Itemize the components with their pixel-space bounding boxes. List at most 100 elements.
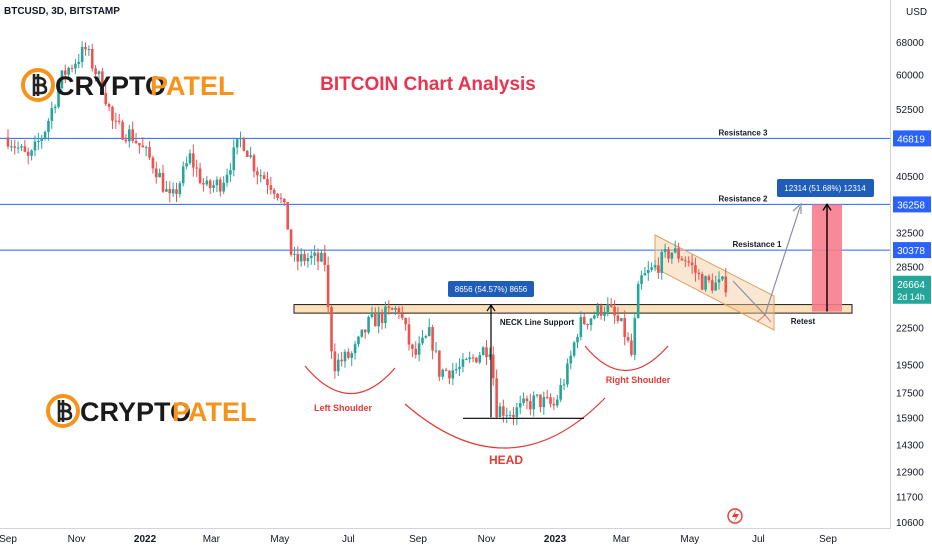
candle-body <box>579 317 583 337</box>
candle <box>222 176 225 195</box>
candle <box>53 104 57 114</box>
candle-body <box>549 397 552 404</box>
candle-body <box>427 327 431 337</box>
candle-body <box>434 350 438 352</box>
candle-body <box>626 337 630 341</box>
candle-body <box>707 276 711 281</box>
candle <box>40 134 43 149</box>
candle-body <box>286 202 289 230</box>
candle <box>505 407 509 424</box>
level-label: Resistance 2 <box>719 194 768 203</box>
measure-neck-label: 8656 (54.57%) 8656 <box>455 285 528 294</box>
candle <box>684 256 687 267</box>
candle-body <box>532 395 535 410</box>
candle-body <box>299 253 303 262</box>
neckline-label: NECK Line Support <box>500 318 575 327</box>
candle <box>13 139 17 155</box>
candle-body <box>138 142 141 146</box>
candle-body <box>161 172 165 192</box>
candle-body <box>53 106 57 109</box>
candle <box>97 70 101 82</box>
candle <box>438 350 441 382</box>
candle <box>141 137 145 148</box>
candle <box>606 297 610 317</box>
candle-body <box>50 108 54 121</box>
candle <box>532 391 535 417</box>
candle <box>6 129 10 150</box>
price-tick-label: 17500 <box>896 389 924 400</box>
candle-body <box>717 279 721 283</box>
candle-body <box>448 370 451 379</box>
price-axis[interactable]: 68000 60000 52500 46819 40500 36258 32500 30378… <box>893 38 931 529</box>
candle <box>289 228 293 257</box>
candle <box>114 112 118 129</box>
candle <box>252 153 256 178</box>
candle-body <box>222 182 225 192</box>
candle-body <box>330 306 333 352</box>
candle-body <box>431 327 434 351</box>
candle-body <box>370 312 374 318</box>
candle-body <box>646 269 650 274</box>
candle <box>704 275 707 292</box>
candle-body <box>374 312 377 327</box>
candle <box>350 351 354 367</box>
candle-body <box>640 275 643 285</box>
candle-body <box>485 347 488 358</box>
time-axis[interactable]: Sep Nov 2022 Mar May Jul Sep Nov 2023 Mar May Jul Se… <box>0 534 837 545</box>
candle-body <box>535 394 539 396</box>
candle-body <box>465 359 468 361</box>
candle <box>525 395 529 410</box>
price-tick-label: 60000 <box>896 70 924 81</box>
candle <box>471 353 475 363</box>
candle-body <box>657 265 660 273</box>
time-tick-label: Jul <box>342 534 355 545</box>
candle-body <box>417 343 421 355</box>
candle <box>347 348 350 360</box>
candle-body <box>283 198 286 203</box>
bitcoin-logo-icon <box>46 394 80 428</box>
candle <box>330 304 333 359</box>
candle <box>320 249 323 263</box>
candle <box>336 353 340 377</box>
candle <box>603 306 606 322</box>
candle-body <box>256 171 259 176</box>
candle-body <box>596 305 600 316</box>
candle-body <box>205 180 209 185</box>
candle-body <box>458 366 461 370</box>
candle-body <box>468 357 471 360</box>
candle <box>576 333 579 349</box>
candle <box>380 309 384 330</box>
candle-body <box>572 342 576 356</box>
candle <box>404 317 407 331</box>
logo-top: CRYPTO PATEL <box>21 68 235 102</box>
candle-body <box>10 146 13 148</box>
candle <box>374 307 377 327</box>
lightning-icon[interactable] <box>727 508 743 524</box>
candle-body <box>481 347 485 356</box>
candle-body <box>704 276 707 290</box>
candle-body <box>444 369 448 371</box>
price-tick-label: 28500 <box>896 263 924 274</box>
candle <box>33 135 37 157</box>
candle-body <box>367 317 370 333</box>
candle <box>266 171 269 195</box>
candle-body <box>684 260 687 262</box>
candle-body <box>353 344 357 354</box>
candle <box>67 66 70 79</box>
candle-body <box>272 189 276 194</box>
candle-body <box>438 350 441 377</box>
candle <box>549 393 552 408</box>
logo-text-crypto: CRYPTO <box>80 397 191 427</box>
candle-body <box>323 252 327 265</box>
candle <box>242 136 246 152</box>
candle <box>488 347 492 360</box>
candle-body <box>269 185 273 190</box>
candle-body <box>158 172 161 178</box>
candle-body <box>225 174 229 183</box>
candle <box>104 84 108 106</box>
candle <box>620 317 623 322</box>
price-tag-level <box>893 196 931 213</box>
candle <box>175 182 178 203</box>
candle-body <box>198 168 202 184</box>
